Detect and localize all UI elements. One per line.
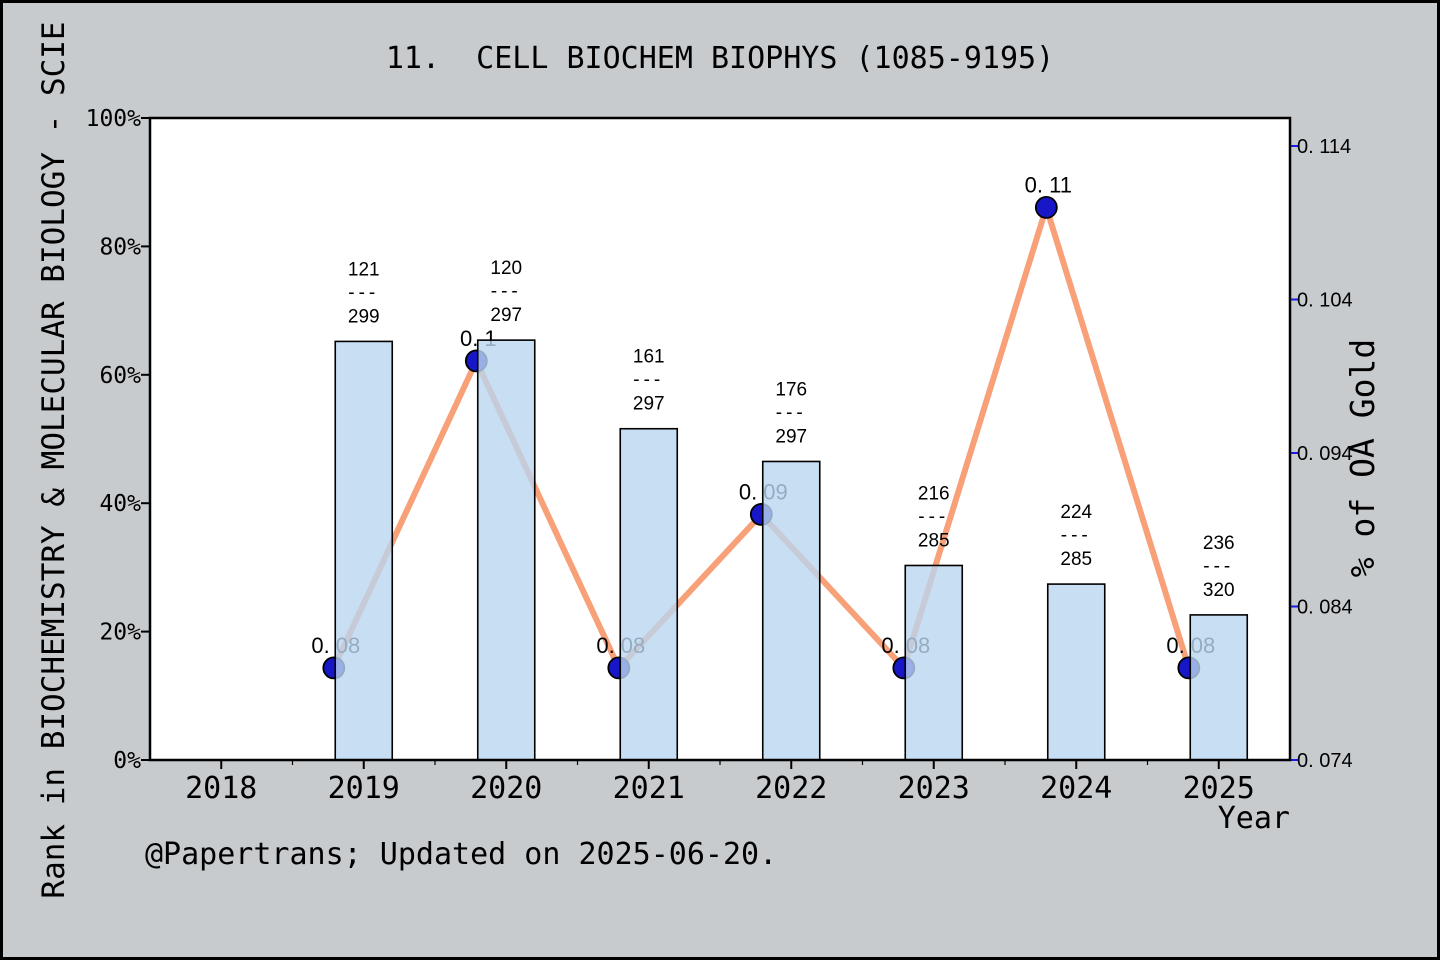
fraction-bar-2020: ---	[491, 281, 522, 302]
rank-numerator-2024: 224	[1060, 502, 1092, 523]
y-right-tick-label-0.104: 0. 104	[1297, 290, 1353, 312]
x-axis-label: Year	[1218, 801, 1290, 836]
rank-numerator-2022: 176	[775, 379, 807, 400]
y-left-tick-label-40: 40%	[99, 491, 141, 517]
x-tick-label-2019: 2019	[328, 771, 400, 806]
x-tick-label-2024: 2024	[1040, 771, 1112, 806]
oa-point-label-2024: 0. 11	[1025, 172, 1072, 197]
rank-denominator-2021: 297	[633, 394, 665, 415]
rank-denominator-2022: 297	[775, 426, 807, 447]
axis-ticks-and-labels: 2018 2019 2020 2021 2022 2023 2024 2025 0% 20% 40%…	[86, 106, 1353, 806]
fraction-bar-2019: ---	[348, 282, 379, 303]
x-tick-label-2018: 2018	[185, 771, 257, 806]
rank-denominator-2019: 299	[348, 306, 380, 327]
footer-credit: @Papertrans; Updated on 2025-06-20.	[145, 837, 777, 872]
y-right-tick-label-0.084: 0. 084	[1297, 597, 1353, 619]
chart-title: 11. CELL BIOCHEM BIOPHYS (1085-9195)	[386, 41, 1054, 76]
rank-denominator-2023: 285	[918, 530, 950, 551]
rank-denominator-2025: 320	[1203, 580, 1235, 601]
x-tick-label-2022: 2022	[755, 771, 827, 806]
y-right-tick-label-0.094: 0. 094	[1297, 443, 1353, 465]
y-left-tick-label-100: 100%	[86, 106, 142, 132]
y-left-tick-label-80: 80%	[99, 234, 141, 260]
y-right-tick-label-0.114: 0. 114	[1297, 136, 1351, 158]
y-left-axis-label: Rank in BIOCHEMISTRY & MOLECULAR BIOLOGY…	[36, 21, 72, 898]
rank-fraction-labels: 121---299120---297161---297176---297216-…	[348, 258, 1235, 601]
rank-numerator-2020: 120	[490, 258, 522, 279]
x-tick-label-2025: 2025	[1183, 771, 1255, 806]
rank-bar-series	[334, 339, 1249, 761]
plot-border	[148, 116, 1292, 762]
rank-numerator-2021: 161	[633, 347, 665, 368]
x-tick-label-2020: 2020	[470, 771, 542, 806]
rank-bar-2022	[761, 460, 821, 761]
fraction-bar-2022: ---	[776, 402, 807, 423]
oa-point-2024	[1034, 195, 1058, 219]
rank-numerator-2019: 121	[348, 259, 380, 280]
y-left-tick-label-60: 60%	[99, 363, 141, 389]
rank-bar-2025	[1189, 614, 1249, 761]
x-tick-label-2021: 2021	[613, 771, 685, 806]
rank-numerator-2025: 236	[1203, 533, 1235, 554]
rank-bar-2021	[619, 427, 679, 761]
y-left-tick-label-0: 0%	[113, 748, 141, 774]
rank-bar-2020	[476, 339, 536, 761]
fraction-bar-2021: ---	[633, 370, 664, 391]
fraction-bar-2024: ---	[1061, 525, 1092, 546]
fraction-bar-2023: ---	[918, 506, 949, 527]
rank-denominator-2024: 285	[1060, 549, 1092, 570]
rank-denominator-2020: 297	[490, 305, 522, 326]
y-right-tick-label-0.074: 0. 074	[1297, 750, 1353, 772]
rank-bar-2023	[904, 564, 964, 761]
y-right-axis-label: % of OA Gold	[1343, 339, 1382, 577]
x-tick-label-2023: 2023	[898, 771, 970, 806]
rank-bar-2019	[334, 340, 394, 761]
y-left-tick-label-20: 20%	[99, 620, 141, 646]
fraction-bar-2025: ---	[1203, 556, 1234, 577]
rank-bar-2024	[1046, 583, 1106, 761]
rank-numerator-2023: 216	[918, 483, 950, 504]
